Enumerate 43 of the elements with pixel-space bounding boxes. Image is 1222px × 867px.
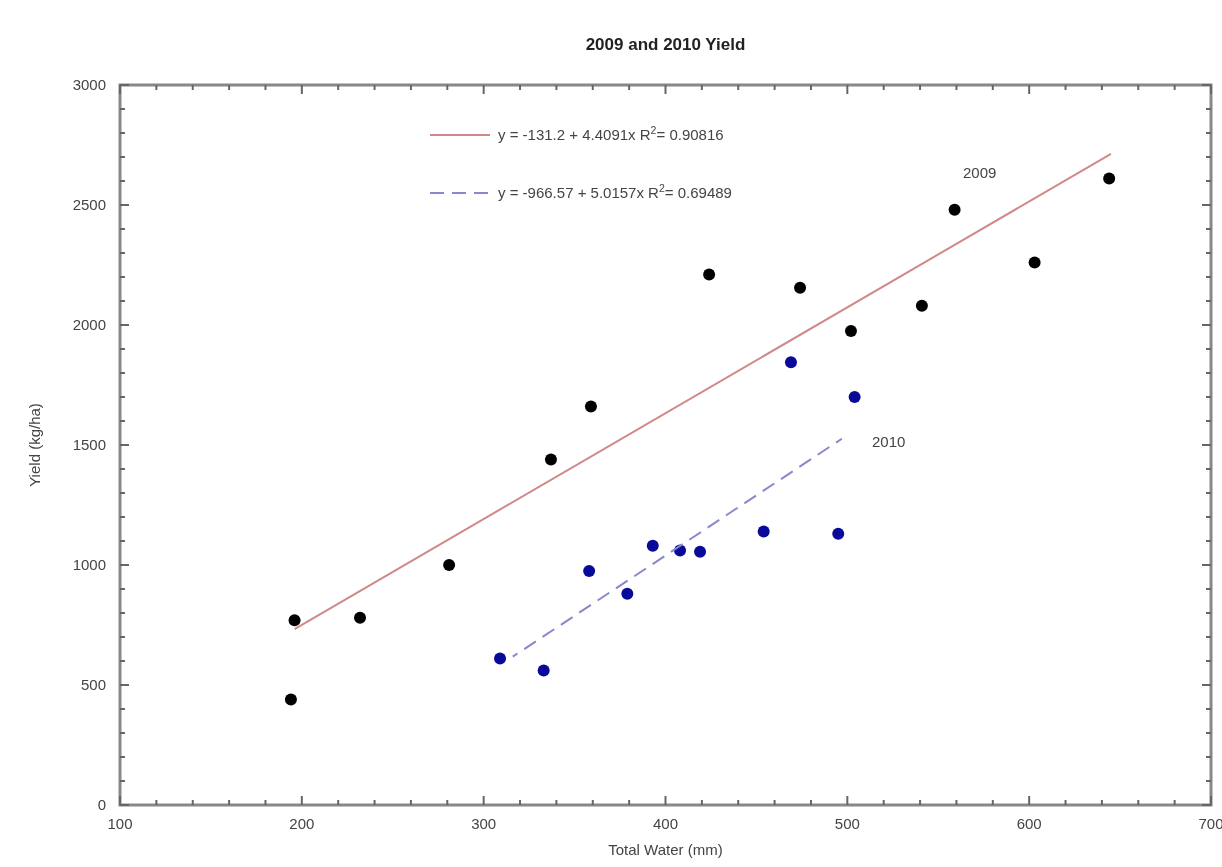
x-tick-label: 400 [652, 815, 679, 832]
y-tick-label: 1500 [72, 436, 106, 453]
y-tick-label: 3000 [72, 76, 106, 93]
point [646, 539, 659, 552]
point [848, 391, 861, 403]
chart-title: 2009 and 2010 Yield [585, 35, 746, 54]
point [443, 559, 456, 571]
x-axis-title: Total Water (mm) [608, 841, 723, 858]
point [544, 453, 557, 466]
point [1028, 256, 1041, 269]
x-tick-label: 500 [834, 815, 860, 832]
y-tick-label: 1000 [72, 556, 106, 573]
point [915, 299, 928, 312]
point [494, 652, 507, 665]
point [584, 400, 597, 413]
y-axis-title: Yield (kg/ha) [26, 403, 43, 487]
legend-label: y = -131.2 + 4.4091x R$^{2}$= 0.90816 [498, 124, 724, 143]
point [1103, 172, 1116, 185]
point [844, 325, 857, 337]
x-tick-label: 600 [1016, 815, 1042, 832]
point [703, 268, 716, 281]
y-tick-label: 500 [80, 676, 106, 693]
point [583, 565, 596, 577]
point [832, 527, 845, 540]
y-tick-label: 2500 [72, 196, 106, 213]
x-tick-label: 100 [107, 815, 133, 832]
x-tick-label: 300 [471, 815, 497, 832]
point [794, 281, 807, 294]
point [621, 587, 634, 600]
point [537, 664, 550, 677]
point [284, 693, 297, 706]
legend-label: y = -966.57 + 5.0157x R$^{2}$= 0.69489 [498, 182, 732, 201]
point [784, 356, 797, 369]
x-tick-label: 200 [289, 815, 315, 832]
annotation: 2010 [872, 433, 906, 450]
point [288, 614, 301, 627]
point [757, 525, 770, 538]
point [354, 611, 367, 624]
point [694, 545, 707, 558]
point [948, 203, 961, 216]
annotation: 2009 [963, 164, 997, 181]
y-tick-label: 2000 [72, 316, 106, 333]
y-tick-label: 0 [97, 796, 106, 813]
